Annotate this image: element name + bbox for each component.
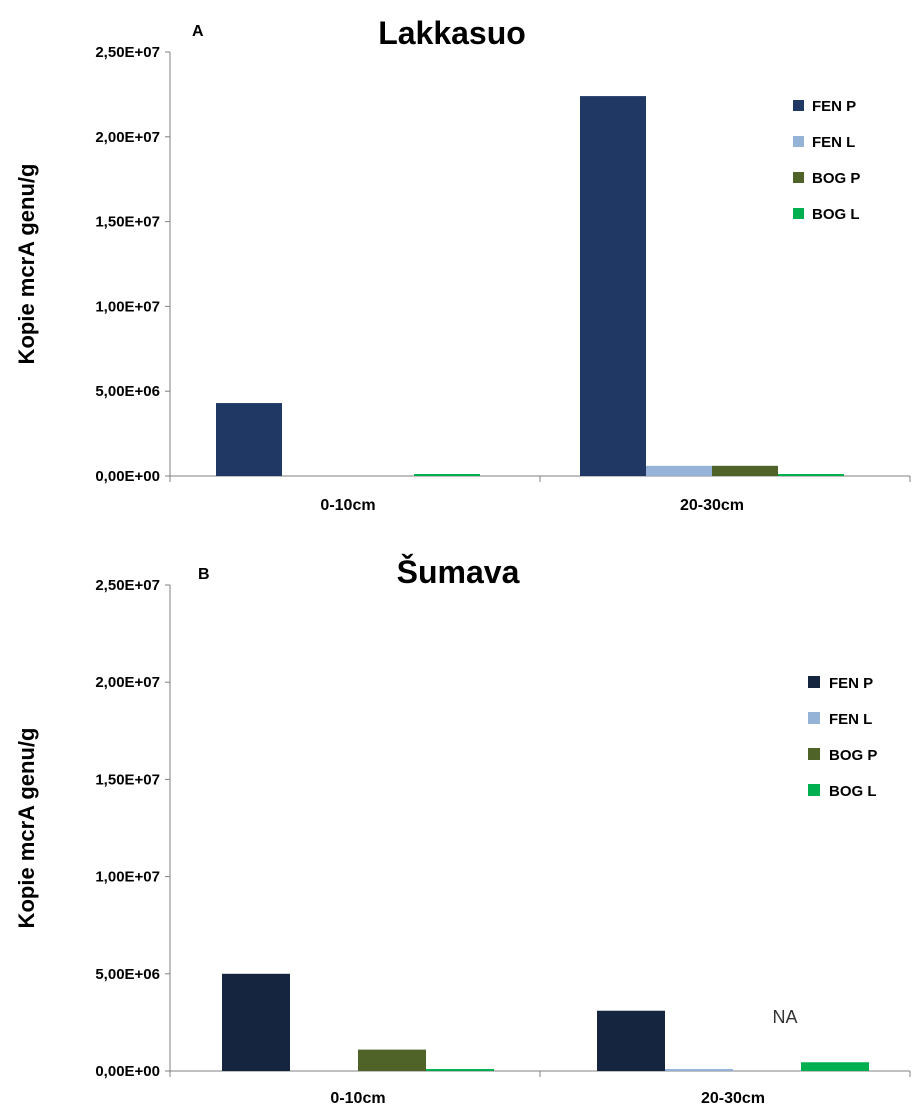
legend-swatch	[793, 208, 804, 219]
legend-label: FEN P	[812, 98, 856, 115]
y-tick-label: 5,00E+06	[95, 383, 160, 400]
bar-bog-l-0-10cm	[426, 1069, 494, 1071]
legend-label: BOG L	[829, 783, 877, 800]
panel-letter: B	[198, 566, 210, 583]
y-tick-label: 2,00E+07	[95, 674, 160, 691]
annotation-na: NA	[772, 1007, 797, 1027]
bar-bog-l-0-10cm	[414, 474, 480, 476]
y-tick-label: 1,50E+07	[95, 771, 160, 788]
legend-swatch	[808, 676, 820, 688]
y-tick-label: 1,00E+07	[95, 298, 160, 315]
legend-label: FEN P	[829, 675, 873, 692]
y-tick-label: 1,00E+07	[95, 869, 160, 886]
bar-fen-p-0-10cm	[216, 403, 282, 476]
y-tick-label: 0,00E+00	[95, 1063, 160, 1080]
legend-swatch	[808, 712, 820, 724]
panel-letter: A	[192, 23, 204, 40]
bar-fen-p-20-30cm	[580, 96, 646, 476]
y-tick-label: 1,50E+07	[95, 214, 160, 231]
x-tick-label: 0-10cm	[320, 497, 375, 514]
bar-fen-p-20-30cm	[597, 1010, 665, 1071]
bar-fen-l-20-30cm	[646, 465, 712, 476]
legend-label: BOG L	[812, 206, 860, 223]
x-tick-label: 20-30cm	[680, 497, 744, 514]
bar-fen-l-20-30cm	[665, 1069, 733, 1071]
chart-title: Šumava	[397, 554, 520, 590]
y-tick-label: 5,00E+06	[95, 966, 160, 983]
legend-swatch	[793, 136, 804, 147]
bar-fen-p-0-10cm	[222, 973, 290, 1071]
y-tick-label: 2,00E+07	[95, 129, 160, 146]
legend-label: BOG P	[829, 747, 877, 764]
y-axis-label: Kopie mcrA genu/g	[14, 164, 39, 365]
legend-swatch	[808, 748, 820, 760]
bar-bog-l-20-30cm	[801, 1062, 869, 1071]
y-tick-label: 0,00E+00	[95, 468, 160, 485]
x-tick-label: 20-30cm	[701, 1090, 765, 1107]
y-tick-label: 2,50E+07	[95, 44, 160, 61]
legend-label: FEN L	[812, 134, 855, 151]
legend-swatch	[793, 100, 804, 111]
y-tick-label: 2,50E+07	[95, 577, 160, 594]
x-tick-label: 0-10cm	[330, 1090, 385, 1107]
bar-bog-p-0-10cm	[358, 1049, 426, 1071]
legend-swatch	[793, 172, 804, 183]
bar-bog-p-20-30cm	[712, 465, 778, 476]
bar-bog-l-20-30cm	[778, 474, 844, 476]
legend-swatch	[808, 784, 820, 796]
legend-label: BOG P	[812, 170, 860, 187]
legend-label: FEN L	[829, 711, 872, 728]
chart-title: Lakkasuo	[378, 15, 526, 51]
y-axis-label: Kopie mcrA genu/g	[14, 728, 39, 929]
